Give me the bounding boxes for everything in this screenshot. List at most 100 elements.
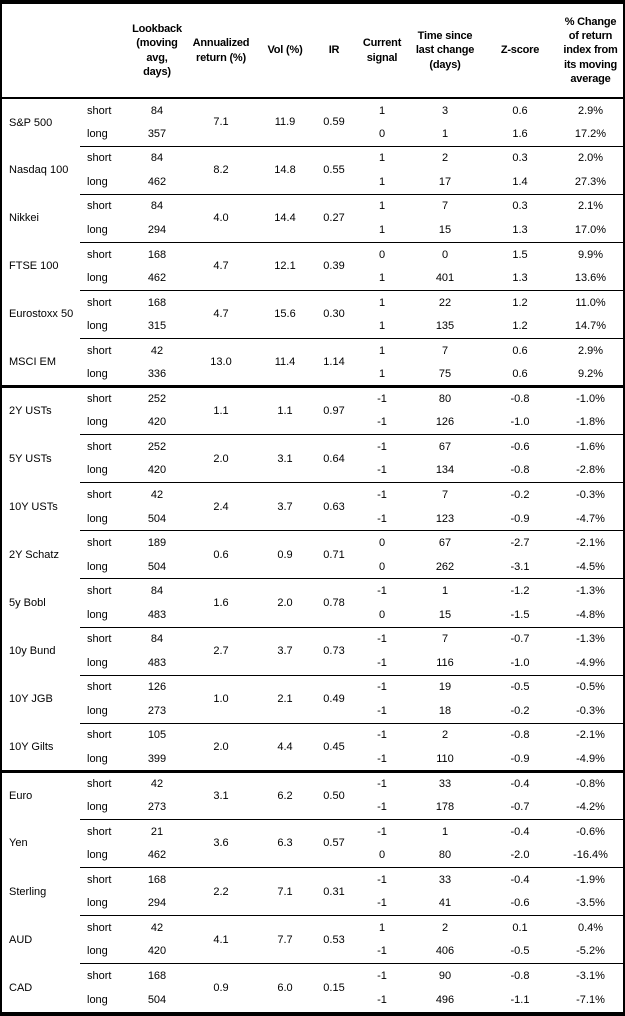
- header-pct-change: % Change of return index from its moving…: [558, 4, 623, 99]
- asset-row-long: long 420 -1 134 -0.8 -2.8%: [2, 459, 623, 483]
- annualized-return-value: 1.1: [184, 385, 258, 435]
- asset-name: 5y Bobl: [9, 596, 46, 609]
- asset-row-long: long 273 -1 178 -0.7 -4.2%: [2, 795, 623, 819]
- pct-change-value: -3.5%: [576, 897, 605, 910]
- pct-change-value: 14.7%: [574, 320, 607, 333]
- annualized-return-value: 8.2: [184, 145, 258, 195]
- asset-name: Yen: [9, 837, 28, 850]
- asset-name: S&P 500: [9, 116, 53, 129]
- pct-change-value: -4.7%: [576, 512, 605, 525]
- asset-name: FTSE 100: [9, 260, 59, 273]
- current-signal-value: 1: [356, 145, 408, 171]
- leg-label: short: [80, 722, 130, 748]
- current-signal-value: 0: [378, 849, 386, 862]
- zscore-value: -1.0: [510, 416, 530, 429]
- pct-change-value: 2.9%: [577, 104, 604, 117]
- header-zscore: Z-score: [482, 4, 558, 99]
- pct-change-value: -1.6%: [558, 434, 623, 459]
- vol-value: 4.4: [258, 722, 312, 772]
- leg-label: long: [87, 416, 108, 429]
- lookback-value: 84: [130, 193, 184, 219]
- asset-row-short: S&P 500 short 84 7.1 11.9 0.59 1 3 0.6 2.9%: [2, 98, 623, 129]
- current-signal-value: 1: [378, 104, 386, 117]
- pct-change-value: -2.1%: [558, 722, 623, 748]
- annualized-return-value: 2.4: [184, 482, 258, 531]
- pct-change-value: -5.2%: [576, 945, 605, 958]
- pct-change-value: -0.3%: [576, 704, 605, 717]
- ir-value: 0.50: [312, 769, 356, 820]
- ir-value: 0.71: [312, 530, 356, 579]
- leg-label: short: [80, 530, 130, 555]
- asset-row-long: long 399 -1 110 -0.9 -4.9%: [2, 747, 623, 771]
- time-since-value: 33: [408, 769, 482, 796]
- leg-label: long: [87, 752, 108, 765]
- pct-change-value: -16.4%: [573, 849, 608, 862]
- leg-label: long: [87, 897, 108, 910]
- zscore-value: -0.2: [510, 704, 530, 717]
- pct-change-value: 2.0%: [558, 145, 623, 171]
- header-current-signal: Current signal: [356, 4, 408, 99]
- asset-name: Nikkei: [9, 212, 39, 225]
- asset-row-short: 5Y USTs short 252 2.0 3.1 0.64 -1 67 -0.6 -1.6%: [2, 434, 623, 483]
- zscore-value: 1.2: [482, 289, 558, 315]
- vol-value: 2.1: [258, 674, 312, 724]
- header-vol: Vol (%): [258, 4, 312, 99]
- momentum-signals-table: Lookback (moving avg, days) Annualized r…: [2, 4, 623, 1012]
- pct-change-value: -1.3%: [558, 578, 623, 603]
- leg-label: short: [80, 866, 130, 892]
- leg-label: short: [80, 963, 130, 988]
- vol-value: 6.3: [258, 818, 312, 868]
- vol-value: 15.6: [258, 289, 312, 339]
- lookback-value: 504: [147, 560, 167, 573]
- pct-change-value: 17.2%: [574, 127, 607, 140]
- current-signal-value: -1: [377, 512, 387, 525]
- pct-change-value: 0.4%: [558, 915, 623, 940]
- lookback-value: 357: [147, 127, 167, 140]
- annualized-return-value: 2.0: [184, 434, 258, 483]
- pct-change-value: 2.1%: [558, 193, 623, 219]
- asset-row-short: 10Y Gilts short 105 2.0 4.4 0.45 -1 2 -0.8 -2.1%: [2, 722, 623, 772]
- header-leg-blank: [80, 4, 130, 99]
- leg-label: long: [87, 272, 108, 285]
- header-time-since-last-change: Time since last change (days): [408, 4, 482, 99]
- leg-label: long: [87, 560, 108, 573]
- header-annualized-return: Annualized return (%): [184, 4, 258, 99]
- time-since-value: 123: [435, 512, 455, 525]
- annualized-return-value: 0.9: [184, 963, 258, 1012]
- time-since-value: 116: [436, 656, 454, 669]
- leg-label: long: [87, 512, 108, 525]
- annualized-return-value: 1.6: [184, 578, 258, 628]
- leg-label: short: [80, 818, 130, 844]
- pct-change-value: 13.6%: [574, 272, 607, 285]
- pct-change-value: -0.3%: [558, 482, 623, 507]
- asset-name: AUD: [9, 933, 33, 946]
- leg-label: long: [87, 464, 108, 477]
- leg-label: long: [87, 127, 108, 140]
- asset-row-long: long 462 1 401 1.3 13.6%: [2, 266, 623, 290]
- time-since-value: 2: [408, 145, 482, 171]
- current-signal-value: -1: [356, 578, 408, 603]
- leg-label: short: [80, 482, 130, 507]
- pct-change-value: 27.3%: [574, 175, 607, 188]
- leg-label: short: [80, 145, 130, 171]
- asset-name: 2Y Schatz: [9, 548, 59, 561]
- lookback-value: 189: [130, 530, 184, 555]
- current-signal-value: -1: [377, 416, 387, 429]
- zscore-value: -1.2: [482, 578, 558, 603]
- zscore-value: 0.6: [512, 104, 528, 117]
- asset-row-short: Nikkei short 84 4.0 14.4 0.27 1 7 0.3 2.1%: [2, 193, 623, 243]
- leg-label: short: [80, 626, 130, 652]
- lookback-value: 483: [147, 656, 167, 669]
- ir-value: 0.45: [312, 722, 356, 772]
- leg-label: long: [87, 704, 108, 717]
- vol-value: 7.7: [258, 915, 312, 964]
- vol-value: 12.1: [258, 241, 312, 291]
- time-since-value: 80: [408, 385, 482, 411]
- current-signal-value: -1: [377, 752, 387, 765]
- asset-row-long: long 315 1 135 1.2 14.7%: [2, 314, 623, 338]
- time-since-value: 135: [435, 320, 455, 333]
- current-signal-value: 1: [378, 224, 386, 236]
- time-since-value: 0: [408, 241, 482, 267]
- zscore-value: -1.0: [510, 656, 530, 669]
- lookback-value: 294: [147, 224, 167, 236]
